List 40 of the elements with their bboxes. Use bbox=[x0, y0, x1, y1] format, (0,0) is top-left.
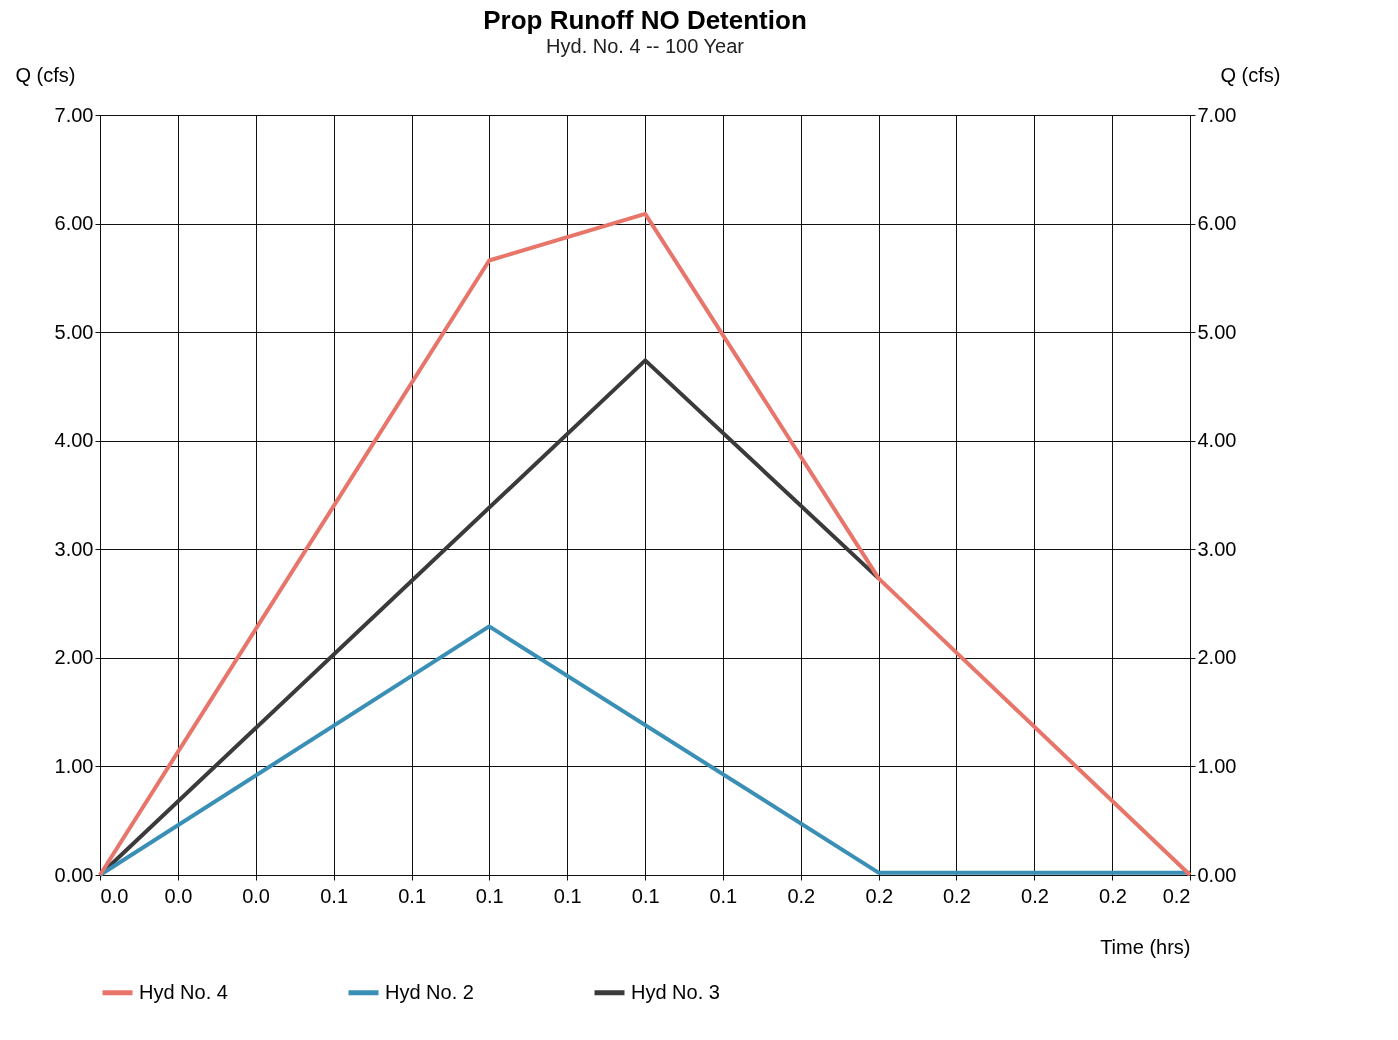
y2-axis-title: Q (cfs) bbox=[1220, 63, 1281, 86]
y2-tick-label: 1.00 bbox=[1197, 754, 1237, 777]
x-tick-label: 0.1 bbox=[475, 884, 504, 907]
y-tick-label: 4.00 bbox=[54, 429, 94, 452]
y-tick-label: 2.00 bbox=[54, 646, 94, 669]
y-tick-label: 6.00 bbox=[54, 212, 94, 235]
y2-tick-label: 0.00 bbox=[1197, 863, 1237, 886]
x-tick-label: 0.1 bbox=[320, 884, 349, 907]
x-tick-label: 0.0 bbox=[164, 884, 193, 907]
y2-tick-label: 2.00 bbox=[1197, 646, 1237, 669]
x-tick-label: 0.2 bbox=[1162, 884, 1191, 907]
y2-tick-label: 6.00 bbox=[1197, 212, 1237, 235]
x-tick-label: 0.1 bbox=[398, 884, 427, 907]
x-tick-label: 0.0 bbox=[242, 884, 270, 907]
x-tick-label: 0.1 bbox=[631, 884, 660, 907]
x-tick-label: 0.2 bbox=[1021, 884, 1049, 907]
x-tick-label: 0.2 bbox=[787, 884, 816, 907]
x-tick-label: 0.0 bbox=[100, 884, 129, 907]
y-tick-label: 7.00 bbox=[54, 103, 94, 126]
x-tick-label: 0.2 bbox=[865, 884, 894, 907]
chart-title: Prop Runoff NO Detention bbox=[483, 5, 807, 35]
y2-tick-label: 5.00 bbox=[1197, 320, 1237, 343]
x-tick-label: 0.2 bbox=[942, 884, 971, 907]
chart-subtitle: Hyd. No. 4 -- 100 Year bbox=[546, 35, 745, 57]
legend-label: Hyd No. 3 bbox=[631, 980, 720, 1003]
y-tick-label: 5.00 bbox=[54, 320, 94, 343]
x-tick-label: 0.2 bbox=[1099, 884, 1127, 907]
y-tick-label: 0.00 bbox=[54, 863, 94, 886]
x-tick-label: 0.1 bbox=[709, 884, 738, 907]
y2-tick-label: 4.00 bbox=[1197, 429, 1237, 452]
y-axis-title: Q (cfs) bbox=[15, 63, 76, 86]
y-tick-label: 3.00 bbox=[54, 537, 94, 560]
y-tick-label: 1.00 bbox=[54, 754, 94, 777]
line-series bbox=[98, 211, 1192, 877]
y2-tick-label: 3.00 bbox=[1197, 537, 1237, 560]
legend-label: Hyd No. 4 bbox=[139, 980, 228, 1003]
legend-label: Hyd No. 2 bbox=[385, 980, 474, 1003]
x-tick-label: 0.1 bbox=[553, 884, 582, 907]
x-axis-title: Time (hrs) bbox=[1100, 935, 1191, 958]
y2-tick-label: 7.00 bbox=[1197, 103, 1237, 126]
